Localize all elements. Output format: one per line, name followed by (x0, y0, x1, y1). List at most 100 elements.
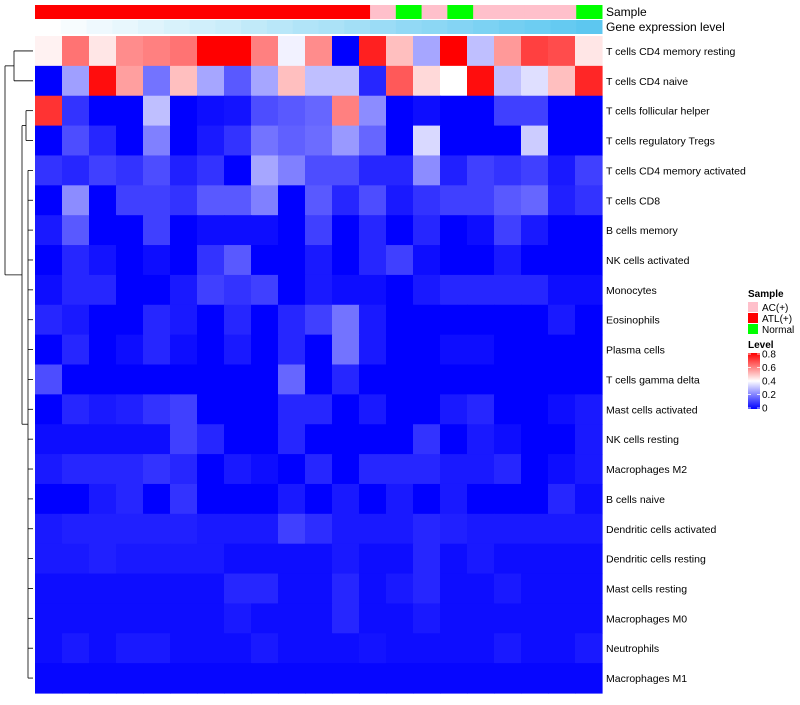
heatmap-cell (35, 394, 63, 425)
legend-label: AC(+) (762, 303, 788, 314)
heatmap-cell (62, 274, 90, 306)
heatmap-cell (170, 245, 198, 276)
heatmap-cell (467, 215, 495, 246)
legend-swatch (748, 324, 758, 334)
heatmap-cell (278, 36, 306, 67)
level-colorbar (748, 353, 760, 409)
expression-annotation-cell (266, 20, 294, 34)
annotation-title-expression: Gene expression level (606, 20, 725, 34)
heatmap-cell (305, 334, 333, 366)
heatmap-cell (521, 454, 549, 485)
expression-annotation-cell (112, 20, 139, 34)
heatmap-cell (494, 573, 522, 605)
heatmap-cell (494, 36, 522, 67)
heatmap-cell (575, 215, 603, 246)
heatmap-cell (575, 663, 603, 694)
heatmap-cell (62, 543, 90, 575)
heatmap-cell (62, 394, 90, 425)
heatmap-cell (413, 185, 441, 216)
row-label: B cells naive (606, 494, 665, 506)
heatmap-cell (116, 513, 144, 545)
legend-label: ATL(+) (762, 314, 792, 325)
row-dendrogram (4, 50, 33, 679)
heatmap-cell (62, 663, 90, 694)
heatmap-cell (332, 424, 360, 455)
heatmap-cell (359, 304, 387, 336)
sample-annotation-cell (524, 5, 551, 19)
heatmap-cell (521, 364, 549, 395)
heatmap-cell (35, 364, 63, 395)
heatmap-cell (440, 185, 468, 216)
heatmap-cell (359, 215, 387, 246)
heatmap-cell (386, 274, 414, 306)
heatmap-cell (575, 95, 603, 127)
heatmap-cell (224, 95, 252, 127)
heatmap-cell (170, 543, 198, 575)
heatmap-cell (251, 454, 279, 485)
heatmap-cell (467, 454, 495, 485)
heatmap-cell (305, 95, 333, 127)
heatmap-cell (359, 394, 387, 425)
heatmap-cell (278, 483, 306, 515)
heatmap-cell (305, 603, 333, 634)
heatmap-cell (548, 513, 576, 545)
heatmap-cell (359, 633, 387, 664)
heatmap-cell (197, 543, 225, 575)
heatmap-cell (170, 364, 198, 395)
heatmap-cell (35, 155, 63, 186)
heatmap-cell (62, 304, 90, 336)
heatmap-cell (116, 633, 144, 664)
heatmap-cells (35, 36, 603, 694)
heatmap-cell (521, 334, 549, 366)
heatmap-cell (548, 304, 576, 336)
heatmap-cell (62, 364, 90, 395)
heatmap-cell (116, 543, 144, 575)
heatmap-cell (548, 155, 576, 186)
heatmap-cell (359, 513, 387, 545)
heatmap-cell (332, 185, 360, 216)
heatmap-cell (224, 125, 252, 157)
heatmap-cell (548, 603, 576, 634)
heatmap-cell (116, 454, 144, 485)
heatmap-cell (35, 215, 63, 246)
heatmap-cell (251, 245, 279, 276)
heatmap-cell (197, 513, 225, 545)
heatmap-cell (224, 663, 252, 694)
heatmap-cell (413, 603, 441, 634)
expression-annotation-cell (498, 20, 526, 34)
heatmap-cell (386, 483, 414, 515)
heatmap-cell (521, 185, 549, 216)
heatmap-cell (494, 125, 522, 157)
sample-annotation-cell (35, 5, 62, 19)
heatmap-cell (548, 483, 576, 515)
heatmap-cell (143, 543, 171, 575)
heatmap-cell (197, 663, 225, 694)
heatmap-cell (89, 364, 117, 395)
heatmap-cell (224, 394, 252, 425)
heatmap-cell (440, 543, 468, 575)
sample-annotation-cell (498, 5, 526, 19)
sample-annotation-cell (215, 5, 242, 19)
heatmap-cell (413, 454, 441, 485)
heatmap-cell (575, 513, 603, 545)
heatmap-cell (62, 334, 90, 366)
heatmap-cell (467, 424, 495, 455)
heatmap-cell (197, 364, 225, 395)
heatmap-cell (170, 573, 198, 605)
heatmap-cell (521, 543, 549, 575)
heatmap-cell (440, 364, 468, 395)
heatmap-cell (575, 543, 603, 575)
expression-annotation-cell (163, 20, 191, 34)
heatmap-cell (62, 95, 90, 127)
expression-annotation-cell (35, 20, 62, 34)
heatmap-cell (278, 245, 306, 276)
row-label: Monocytes (606, 285, 657, 297)
heatmap-cell (251, 95, 279, 127)
heatmap-cell (116, 573, 144, 605)
row-label: Mast cells resting (606, 583, 687, 595)
heatmap-cell (62, 245, 90, 276)
heatmap-cell (170, 483, 198, 515)
heatmap-cell (413, 424, 441, 455)
heatmap-cell (35, 65, 63, 97)
heatmap-cell (251, 543, 279, 575)
